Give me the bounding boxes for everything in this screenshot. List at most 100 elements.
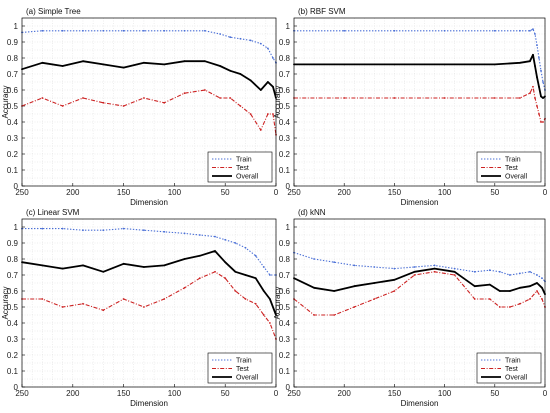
data-point-train <box>249 39 252 42</box>
data-point-test <box>541 298 543 300</box>
x-tick-label: 50 <box>221 188 230 197</box>
series-line-train <box>21 30 277 64</box>
data-point-train <box>393 29 396 32</box>
legend-box <box>476 151 542 183</box>
data-point-overall <box>413 270 416 273</box>
data-point-test <box>262 314 265 316</box>
data-point-train <box>473 270 476 273</box>
data-point-overall <box>198 254 201 257</box>
data-point-train <box>353 264 356 267</box>
data-point-train <box>143 29 145 32</box>
x-tick-label: 250 <box>15 389 29 398</box>
data-point-test <box>143 306 145 308</box>
data-point-overall <box>234 270 237 273</box>
data-point-test <box>249 113 252 115</box>
y-tick-label: 0.7 <box>279 70 291 79</box>
data-point-train <box>102 229 105 232</box>
chart-panel-1: 250 200 150 100 50 0 0 0.1 0.2 0.3 0.4 0.5 0.6 0.7 0.8… <box>1 7 279 207</box>
y-tick-label: 0.9 <box>7 239 19 248</box>
legend-label-test: Test <box>505 366 518 373</box>
data-point-test <box>393 97 396 99</box>
y-tick-label: 0 <box>286 182 291 191</box>
data-point-test <box>536 105 538 107</box>
y-tick-label: 0.2 <box>7 150 19 159</box>
data-point-train <box>508 274 511 276</box>
data-point-train <box>239 37 242 40</box>
x-tick-label: 50 <box>221 389 230 398</box>
data-point-test <box>82 302 84 305</box>
x-tick-label: 200 <box>66 389 80 398</box>
data-point-overall <box>229 69 232 72</box>
data-point-test <box>61 105 64 107</box>
data-point-overall <box>249 79 252 82</box>
data-point-overall <box>393 278 396 281</box>
data-point-train <box>536 274 538 276</box>
x-tick-label: 50 <box>490 389 499 398</box>
data-point-test <box>473 298 476 300</box>
x-axis-label: Dimension <box>401 198 439 207</box>
data-point-train <box>234 242 237 244</box>
data-point-test <box>259 129 262 131</box>
data-point-overall <box>183 258 186 260</box>
data-point-overall <box>203 60 206 63</box>
data-point-test <box>269 322 271 324</box>
data-point-overall <box>536 76 538 79</box>
data-point-test <box>536 290 538 292</box>
x-axis-label: Dimension <box>130 399 168 408</box>
data-point-overall <box>493 63 496 66</box>
y-tick-label: 0.1 <box>7 166 19 175</box>
legend-label-test: Test <box>505 165 518 172</box>
data-point-overall <box>443 63 446 66</box>
data-point-test <box>214 270 216 273</box>
data-point-train <box>269 274 271 276</box>
data-point-overall <box>343 63 346 66</box>
legend-label-overall: Overall <box>505 174 528 181</box>
y-tick-label: 0.6 <box>7 86 19 95</box>
data-point-train <box>538 57 540 59</box>
y-tick-label: 0.6 <box>7 287 19 296</box>
x-tick-label: 250 <box>287 188 301 197</box>
y-tick-label: 0.4 <box>7 319 19 328</box>
x-tick-label: 0 <box>543 188 548 197</box>
data-point-test <box>393 290 396 292</box>
y-tick-label: 0.7 <box>7 271 19 280</box>
series-line-train <box>294 28 546 91</box>
y-tick-label: 0.5 <box>279 102 291 111</box>
data-point-test <box>529 92 531 95</box>
data-point-train <box>214 235 216 238</box>
data-point-train <box>82 229 84 232</box>
x-tick-label: 0 <box>274 389 279 398</box>
legend-label-train: Train <box>505 358 521 365</box>
data-point-test <box>353 306 356 308</box>
y-tick-label: 0 <box>14 182 19 191</box>
x-tick-label: 100 <box>438 389 452 398</box>
y-axis-label: Accuracy <box>273 287 282 320</box>
data-point-test <box>272 113 274 115</box>
data-point-overall <box>163 264 166 267</box>
data-point-train <box>244 246 247 249</box>
series-line-test <box>21 89 277 135</box>
data-point-overall <box>508 290 511 292</box>
x-tick-label: 250 <box>15 188 29 197</box>
series-line-overall <box>21 60 277 99</box>
data-point-train <box>254 254 257 257</box>
y-tick-label: 0.2 <box>7 351 19 360</box>
data-point-overall <box>433 267 436 270</box>
data-point-overall <box>540 95 542 98</box>
data-point-test <box>498 306 501 308</box>
data-point-overall <box>259 89 262 91</box>
y-tick-label: 0.6 <box>279 287 291 296</box>
y-axis-label: Accuracy <box>1 287 10 320</box>
x-tick-label: 50 <box>490 188 499 197</box>
data-point-overall <box>538 85 540 88</box>
data-point-train <box>542 81 544 83</box>
data-point-test <box>41 298 44 300</box>
data-point-test <box>163 101 166 104</box>
y-axis-label: Accuracy <box>1 86 10 119</box>
axes-frame <box>293 218 546 388</box>
data-point-test <box>529 298 531 300</box>
data-point-overall <box>542 97 544 99</box>
data-point-overall <box>163 63 166 66</box>
